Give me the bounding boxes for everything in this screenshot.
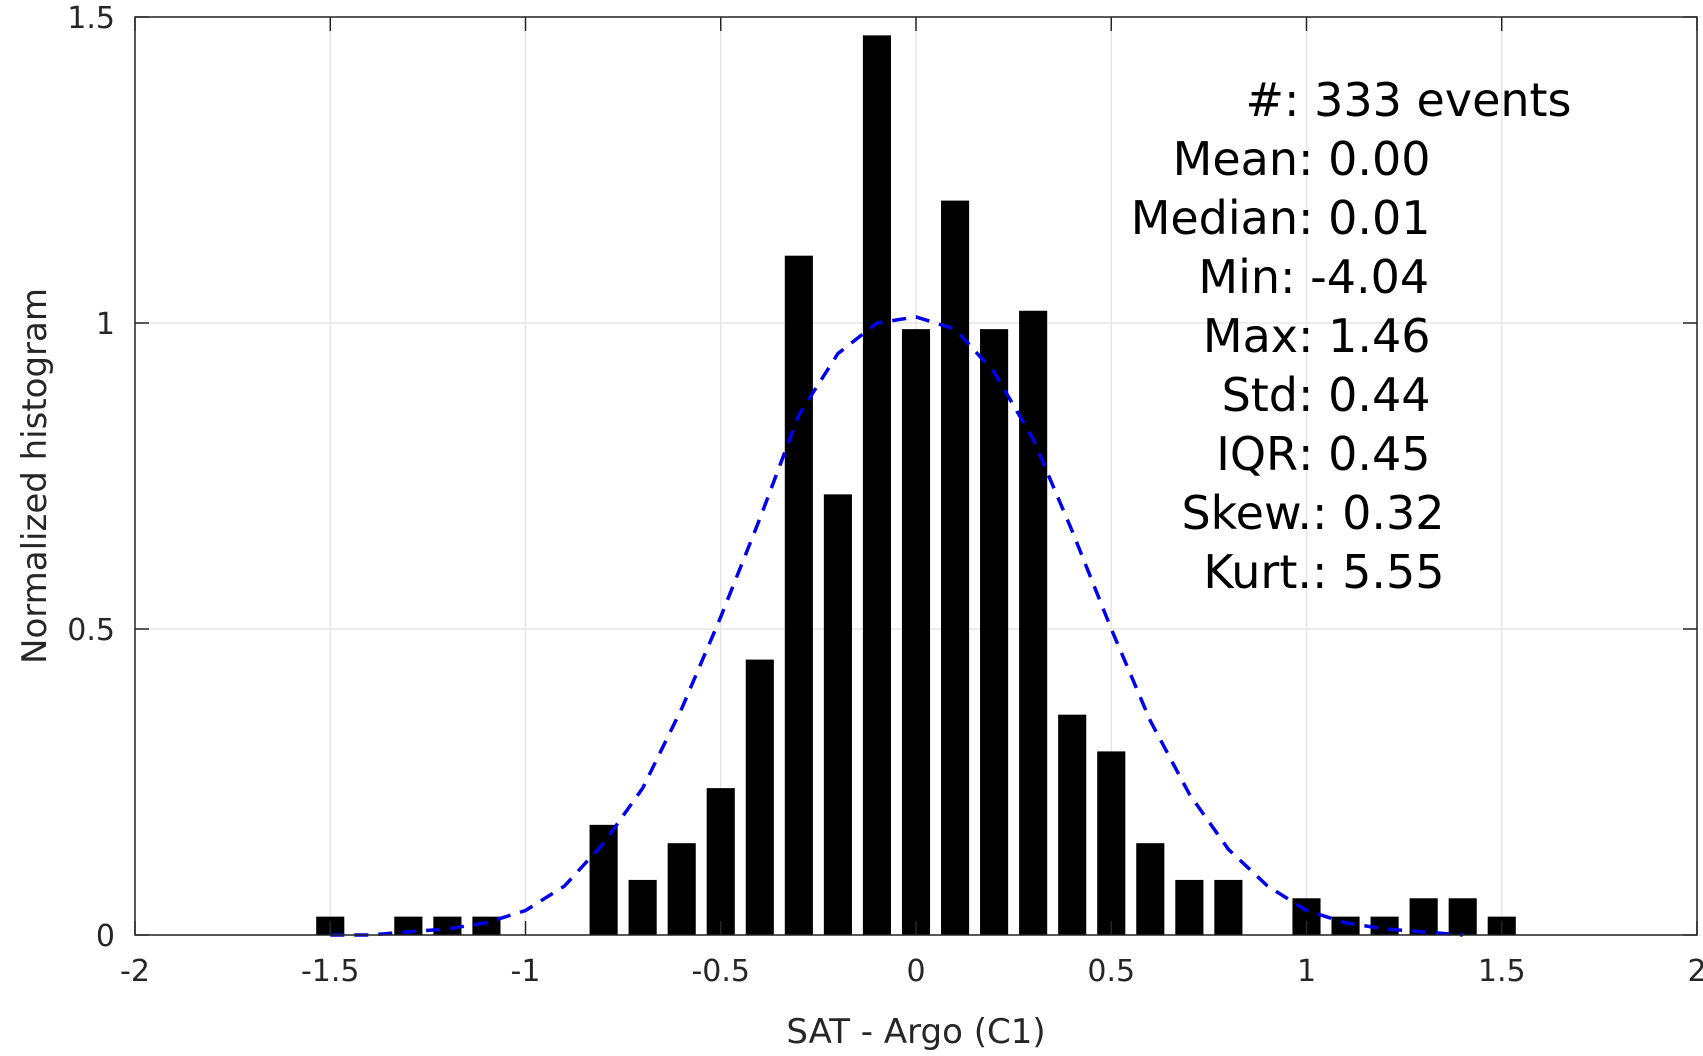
- x-tick-label: -2: [120, 954, 150, 989]
- stat-label: Skew.: [1181, 486, 1312, 540]
- stat-label: #: [1245, 73, 1284, 127]
- x-tick-label: 0.5: [1087, 954, 1135, 989]
- stat-value: : 0.00: [1298, 132, 1431, 186]
- histogram-bars: [316, 35, 1516, 936]
- histogram-bar: [745, 659, 774, 935]
- histogram-bar: [901, 329, 931, 935]
- plot-axes: [134, 16, 1698, 936]
- histogram-bar: [823, 494, 852, 935]
- histogram-bar: [472, 916, 501, 935]
- stat-label: Std: [1222, 368, 1298, 422]
- x-tick-label: -1.5: [301, 954, 360, 989]
- stat-value: : 0.32: [1312, 486, 1445, 540]
- histogram-bar: [1175, 879, 1204, 935]
- histogram-bar: [667, 843, 696, 935]
- x-tick-label: 2: [1687, 954, 1703, 989]
- y-axis-label: Normalized histogram: [15, 288, 55, 664]
- stat-value: : 0.44: [1298, 368, 1431, 422]
- stat-label: Max: [1203, 309, 1298, 363]
- histogram-bar: [628, 879, 657, 935]
- histogram-bar: [1409, 898, 1438, 935]
- histogram-bar: [1058, 714, 1087, 935]
- x-tick-label: -1: [511, 954, 541, 989]
- x-tick-label: 1: [1297, 954, 1316, 989]
- histogram-bar: [1019, 310, 1048, 935]
- tick-labels: -2 -1.5 -1 -0.5 0 0.5 1 1.5 2 0 0.5 1 1.5: [67, 1, 1703, 989]
- x-tick-label: 0: [906, 954, 925, 989]
- histogram-bar: [980, 329, 1009, 935]
- histogram-bar: [1097, 751, 1126, 935]
- histogram-bar: [1214, 879, 1243, 935]
- histogram-bar: [1448, 898, 1477, 935]
- stat-label: Min: [1198, 250, 1280, 304]
- x-tick-label: -0.5: [691, 954, 750, 989]
- histogram-bar: [862, 35, 892, 936]
- stat-value: : 1.46: [1298, 309, 1431, 363]
- x-axis-label: SAT - Argo (C1): [786, 1012, 1045, 1052]
- y-tick-label: 1: [96, 307, 115, 342]
- stat-value: : 0.01: [1298, 191, 1431, 245]
- y-tick-label: 0: [96, 919, 115, 954]
- stat-value: : 0.45: [1298, 427, 1431, 481]
- stat-value: : 333 events: [1284, 73, 1572, 127]
- fit-curve-layer: [330, 315, 1463, 937]
- histogram-bar: [1331, 916, 1360, 935]
- y-tick-label: 1.5: [67, 1, 115, 36]
- stat-label: Mean: [1173, 132, 1298, 186]
- histogram-bar: [589, 824, 618, 935]
- stat-value: : 5.55: [1312, 545, 1445, 599]
- stat-value: : -4.04: [1280, 250, 1429, 304]
- y-tick-label: 0.5: [67, 613, 115, 648]
- histogram-bar: [784, 255, 813, 935]
- histogram-bar: [1136, 843, 1165, 935]
- fit-curve-line: [330, 315, 1463, 937]
- x-tick-label: 1.5: [1478, 954, 1526, 989]
- histogram-bar: [940, 200, 970, 936]
- histogram-bar: [433, 916, 462, 935]
- stat-label: Kurt.: [1203, 545, 1312, 599]
- histogram-bar: [706, 788, 735, 935]
- stat-label: Median: [1131, 191, 1298, 245]
- stat-label: IQR: [1216, 427, 1298, 481]
